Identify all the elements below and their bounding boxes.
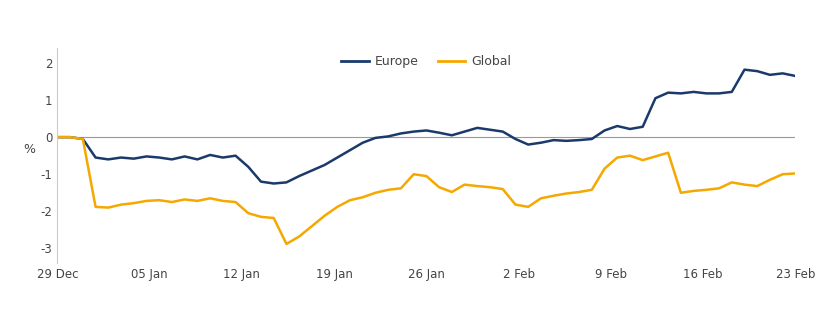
Legend: Europe, Global: Europe, Global [336, 50, 516, 73]
Y-axis label: %: % [24, 143, 35, 156]
